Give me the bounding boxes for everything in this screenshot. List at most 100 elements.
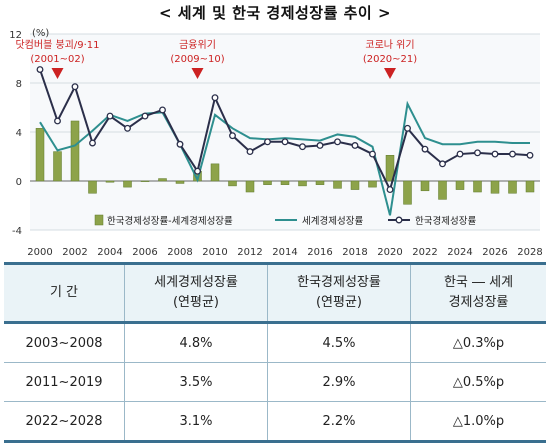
- annotation-arrow-icon: [191, 68, 204, 79]
- marker-korea-growth: [106, 112, 114, 120]
- x-tick-label: 2008: [167, 247, 192, 258]
- marker-korea-growth: [509, 150, 516, 158]
- marker-korea-growth: [89, 139, 96, 147]
- x-tick-label: 2024: [447, 247, 472, 258]
- marker-korea-growth: [176, 140, 184, 148]
- marker-korea-growth: [369, 150, 376, 158]
- header-difference: 한국 ― 세계 경제성장률: [410, 262, 546, 324]
- bar-diff: [455, 180, 465, 190]
- marker-korea-growth: [526, 151, 534, 159]
- chart-title: < 세계 및 한국 경제성장률 추이 >: [158, 4, 392, 22]
- x-tick-label: 2000: [27, 247, 52, 258]
- cell-diff: △0.3%p: [410, 322, 546, 363]
- annotation-range: (2020~21): [363, 54, 417, 65]
- header-period: 기 간: [4, 262, 125, 324]
- bar-diff: [245, 180, 255, 193]
- table-row: 2022~2028 3.1% 2.2% △1.0%p: [4, 401, 546, 443]
- marker-korea-growth: [456, 150, 464, 158]
- x-tick-label: 2026: [482, 247, 507, 258]
- marker-korea-growth: [439, 160, 446, 168]
- marker-korea-growth: [124, 124, 131, 132]
- legend-label: 한국경제성장률: [415, 215, 476, 227]
- cell-period: 2011~2019: [4, 362, 125, 402]
- bar-diff: [403, 180, 412, 205]
- header-world-growth: 세계경제성장률 (연평균): [124, 262, 268, 324]
- annotation-label: 닷컴버블 붕괴/9·11: [15, 39, 99, 51]
- marker-korea-growth: [36, 66, 44, 73]
- header-korea-growth: 한국경제성장률 (연평균): [267, 262, 411, 324]
- cell-world: 4.8%: [124, 322, 268, 363]
- marker-korea-growth: [386, 186, 394, 194]
- marker-korea-growth: [141, 112, 149, 120]
- marker-korea-growth: [351, 142, 359, 149]
- x-tick-label: 2020: [377, 247, 402, 258]
- annotation-range: (2001~02): [30, 54, 84, 65]
- annotation-range: (2009~10): [170, 54, 224, 65]
- y-tick-label: 4: [16, 128, 22, 139]
- summary-table: 기 간 세계경제성장률 (연평균) 한국경제성장률 (연평균) 한국 ― 세계 …: [4, 262, 546, 443]
- marker-korea-growth: [264, 138, 271, 146]
- cell-korea: 4.5%: [267, 322, 411, 363]
- cell-korea: 2.2%: [267, 401, 411, 443]
- bar-diff: [53, 151, 62, 182]
- bar-diff: [263, 180, 272, 185]
- bar-diff: [105, 180, 115, 183]
- table-row: 2011~2019 3.5% 2.9% △0.5%p: [4, 362, 546, 402]
- x-tick-label: 2004: [97, 247, 122, 258]
- x-tick-label: 2002: [62, 247, 87, 258]
- marker-korea-growth: [159, 106, 166, 114]
- bar-diff: [35, 128, 45, 182]
- x-tick-label: 2016: [307, 247, 332, 258]
- y-tick-label: -4: [12, 226, 22, 237]
- x-tick-label: 2022: [412, 247, 437, 258]
- marker-korea-growth: [421, 145, 429, 153]
- y-tick-label: 12: [9, 30, 22, 41]
- table-header-row: 기 간 세계경제성장률 (연평균) 한국경제성장률 (연평균) 한국 ― 세계 …: [4, 262, 546, 324]
- cell-diff: △0.5%p: [410, 362, 546, 402]
- table-row: 2003~2008 4.8% 4.5% △0.3%p: [4, 322, 546, 363]
- bar-diff: [508, 180, 517, 194]
- y-tick-label: 0: [16, 177, 22, 188]
- x-tick-label: 2012: [237, 247, 262, 258]
- bar-diff: [298, 180, 307, 187]
- bar-diff: [70, 120, 80, 182]
- bar-diff: [88, 180, 97, 194]
- y-unit-label: (%): [32, 28, 49, 39]
- bar-diff: [438, 180, 447, 200]
- marker-korea-growth: [229, 132, 236, 140]
- bar-diff: [420, 180, 430, 192]
- bar-diff: [473, 180, 482, 193]
- marker-korea-growth: [54, 117, 61, 125]
- chart-svg: -4 0 4 8 12 (%) 2000 2002 2004 2006 2008 2010 2012 20…: [9, 28, 542, 258]
- x-tick-label: 2010: [202, 247, 227, 258]
- bar-diff: [315, 180, 325, 185]
- marker-korea-growth: [211, 94, 219, 102]
- bar-diff: [368, 180, 377, 188]
- marker-korea-growth: [246, 148, 254, 156]
- cell-world: 3.5%: [124, 362, 268, 402]
- marker-korea-growth: [316, 142, 324, 149]
- bar-diff: [140, 180, 150, 182]
- marker-korea-growth: [334, 138, 341, 146]
- bar-diff: [280, 180, 290, 185]
- x-tick-label: 2018: [342, 247, 367, 258]
- cell-world: 3.1%: [124, 401, 268, 443]
- annotation-arrow-icon: [51, 68, 64, 79]
- marker-korea-growth: [281, 138, 289, 146]
- bar-diff: [490, 180, 500, 194]
- legend-label: 한국경제성장률-세계경제성장률: [107, 215, 233, 227]
- legend-marker-korea: [395, 216, 403, 224]
- line-world-growth: [39, 100, 530, 216]
- y-tick-label: 8: [16, 79, 22, 90]
- bar-diff: [123, 180, 132, 188]
- bar-diff: [525, 180, 535, 193]
- marker-korea-growth: [71, 83, 79, 91]
- cell-diff: △1.0%p: [410, 401, 546, 443]
- marker-korea-growth: [474, 149, 481, 157]
- marker-korea-growth: [194, 167, 201, 175]
- legend-label: 세계경제성장률: [302, 215, 363, 227]
- bar-diff: [210, 163, 220, 182]
- x-tick-label: 2006: [132, 247, 157, 258]
- cell-korea: 2.9%: [267, 362, 411, 402]
- bar-diff: [228, 180, 237, 187]
